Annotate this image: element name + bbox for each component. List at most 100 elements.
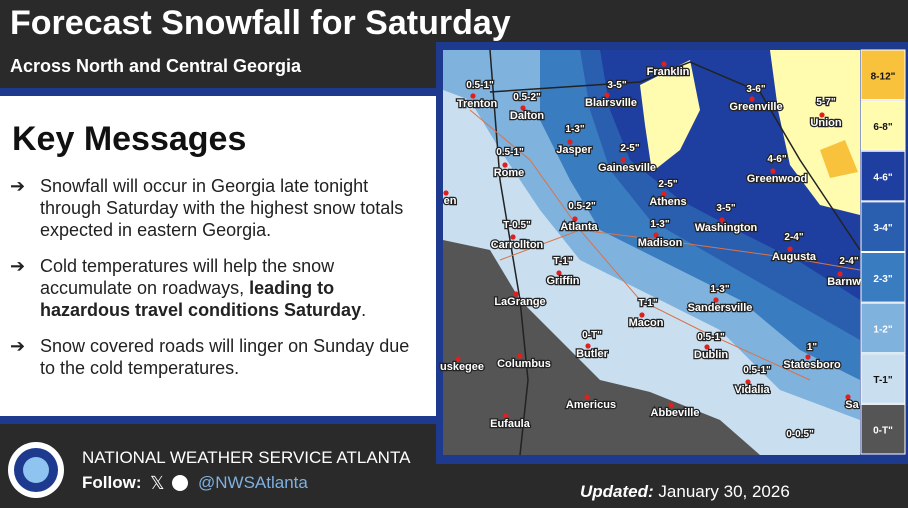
snow-label: T-0.5" <box>503 220 531 231</box>
updated-label: Updated: <box>580 482 654 501</box>
snow-label: 0.5-2" <box>568 201 596 212</box>
snow-label: 2-5" <box>658 179 677 190</box>
city-label: Americus <box>566 399 616 411</box>
legend-swatch <box>860 150 906 202</box>
city-dot <box>455 356 461 362</box>
city-label: Greenville <box>729 101 782 113</box>
message-text: . <box>361 300 367 320</box>
legend-swatch <box>860 100 906 151</box>
city-label: Dalton <box>510 110 545 122</box>
snow-label: 1-3" <box>650 219 669 230</box>
legend-label: 8-12" <box>871 71 896 82</box>
title: Forecast Snowfall for Saturday <box>10 4 511 42</box>
legend-swatch <box>860 252 906 303</box>
snow-label: 0.5-1" <box>697 332 725 343</box>
city-label: Dublin <box>694 349 728 361</box>
city-label: Carrollton <box>491 239 544 251</box>
legend-swatch <box>860 403 906 455</box>
message: Cold temperatures will help the snow acc… <box>8 255 420 321</box>
city-label: Rome <box>494 167 525 179</box>
city-dot <box>819 112 825 118</box>
legend-label: 6-8" <box>873 122 892 133</box>
snow-label: 2-4" <box>839 256 858 267</box>
message-text: Snow covered roads will linger on Sunday… <box>40 336 410 378</box>
city-label: Sandersville <box>688 302 753 314</box>
snow-label: 2-5" <box>620 143 639 154</box>
city-dot <box>572 216 578 222</box>
city-label: en <box>444 195 457 207</box>
snow-label: 0-T" <box>582 330 602 341</box>
city-label: Eufaula <box>490 418 531 430</box>
snow-label: 5-7" <box>816 97 835 108</box>
city-dot <box>604 92 610 98</box>
facebook-icon[interactable] <box>172 475 188 491</box>
agency: NATIONAL WEATHER SERVICE ATLANTA <box>82 448 411 467</box>
city-dot <box>713 297 719 303</box>
legend-label: 1-2" <box>873 324 892 335</box>
city-label: Franklin <box>647 66 690 78</box>
snow-label: T-1" <box>638 298 657 309</box>
city-dot <box>510 234 516 240</box>
state-border <box>489 61 861 251</box>
city-label: Atlanta <box>560 221 598 233</box>
message-list: Snowfall will occur in Georgia late toni… <box>8 175 428 393</box>
zone <box>640 60 700 172</box>
road <box>499 229 861 271</box>
city-dot <box>668 402 674 408</box>
legend-label: 0-T" <box>873 426 893 437</box>
follow-label: Follow: <box>82 473 142 492</box>
legend-label: 4-6" <box>873 173 892 184</box>
city-dot <box>502 162 508 168</box>
snow-label: 0.5-1" <box>466 80 494 91</box>
city-label: Butler <box>576 348 609 360</box>
city-dot <box>661 61 667 67</box>
city-dot <box>837 271 843 277</box>
city-dot <box>745 379 751 385</box>
updated-date: January 30, 2026 <box>658 482 790 501</box>
city-label: Griffin <box>547 275 580 287</box>
message-text: Snowfall will occur in Georgia late toni… <box>40 176 404 240</box>
city-label: Union <box>810 117 841 129</box>
city-label: Barnw <box>827 276 861 288</box>
city-dot <box>520 105 526 111</box>
x-icon[interactable]: 𝕏 <box>150 473 165 493</box>
city-label: LaGrange <box>494 296 545 308</box>
message-text: leading to hazardous travel conditions S… <box>40 278 362 320</box>
snow-label: 0.5-1" <box>743 365 771 376</box>
city-dot <box>585 343 591 349</box>
city-label: Augusta <box>772 251 817 263</box>
city-dot <box>443 190 449 196</box>
snow-label: 4-6" <box>767 154 786 165</box>
city-label: Jasper <box>556 144 592 156</box>
city-dot <box>787 246 793 252</box>
snow-label: 1" <box>807 342 818 353</box>
handle[interactable]: @NWSAtlanta <box>198 473 308 492</box>
city-dot <box>770 168 776 174</box>
city-dot <box>805 354 811 360</box>
city-dot <box>470 93 476 99</box>
zone <box>820 140 858 178</box>
heading: Key Messages <box>12 120 247 158</box>
city-label: Greenwood <box>747 173 808 185</box>
city-dot <box>556 270 562 276</box>
snow-label: 1-3" <box>710 284 729 295</box>
city-label: Washington <box>695 222 758 234</box>
state-border <box>489 49 529 456</box>
city-label: Blairsville <box>585 97 637 109</box>
city-dot <box>845 394 851 400</box>
legend-label: 3-4" <box>873 223 892 234</box>
snow-label: 0-0.5" <box>786 429 814 440</box>
snow-label: 1-3" <box>565 124 584 135</box>
city-dot <box>567 139 573 145</box>
snow-label: 3-5" <box>716 203 735 214</box>
snow-label: 3-6" <box>746 84 765 95</box>
city-label: Abbeville <box>651 407 700 419</box>
road <box>469 109 811 381</box>
legend-swatch <box>860 353 906 404</box>
city-dot <box>653 232 659 238</box>
city-dot <box>749 96 755 102</box>
snow-label: 3-5" <box>607 80 626 91</box>
city-label: Gainesville <box>598 162 656 174</box>
message: Snow covered roads will linger on Sunday… <box>8 335 420 379</box>
